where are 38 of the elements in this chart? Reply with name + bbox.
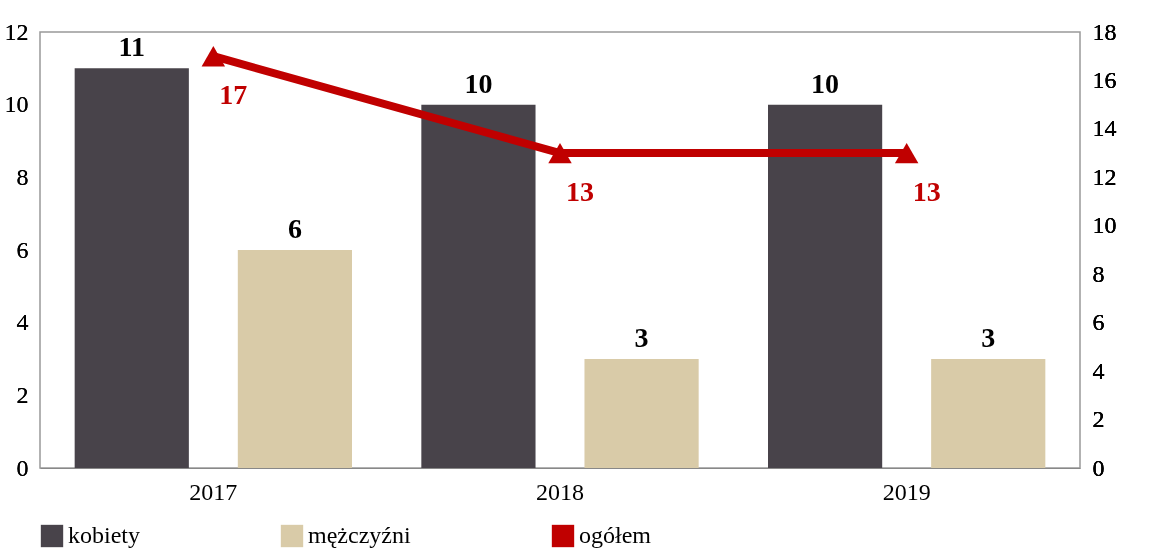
x-tick-label: 2019 xyxy=(882,478,931,505)
y-tick-label: 8 xyxy=(16,163,29,190)
y-tick-label: 4 xyxy=(16,309,29,336)
y-tick-label: 2 xyxy=(16,381,29,408)
x-tick-label: 2018 xyxy=(536,478,584,505)
bar xyxy=(237,250,352,468)
data-label: 13 xyxy=(566,176,594,208)
bar xyxy=(74,68,189,468)
y2-tick-label: 6 xyxy=(1092,309,1105,336)
data-label: 11 xyxy=(118,31,145,63)
legend-label: ogółem xyxy=(579,522,652,548)
y2-tick-label: 14 xyxy=(1092,115,1117,142)
data-label: 13 xyxy=(912,176,941,208)
bar xyxy=(931,359,1046,468)
y2-tick-label: 18 xyxy=(1092,18,1117,45)
y-tick-label: 10 xyxy=(4,91,29,118)
bar xyxy=(421,104,536,468)
y2-tick-label: 8 xyxy=(1092,260,1105,287)
data-label: 3 xyxy=(981,322,996,353)
data-label: 6 xyxy=(287,213,302,244)
data-label: 10 xyxy=(464,67,493,99)
legend-label: kobiety xyxy=(68,522,140,548)
data-label: 3 xyxy=(634,322,649,353)
y2-tick-label: 12 xyxy=(1092,163,1117,190)
y2-tick-label: 16 xyxy=(1092,66,1117,93)
y2-tick-label: 2 xyxy=(1092,406,1105,433)
y2-tick-label: 0 xyxy=(1092,454,1105,481)
y-tick-label: 12 xyxy=(4,18,29,45)
data-label: 17 xyxy=(219,79,248,111)
data-label: 10 xyxy=(811,67,840,99)
y2-tick-label: 4 xyxy=(1092,357,1105,384)
bar xyxy=(584,359,699,468)
y2-tick-label: 10 xyxy=(1092,212,1117,239)
legend-label: mężczyźni xyxy=(308,522,411,548)
y-tick-label: 6 xyxy=(16,236,29,263)
y-tick-label: 0 xyxy=(16,454,29,481)
x-tick-label: 2017 xyxy=(189,478,238,505)
bar xyxy=(768,104,883,468)
